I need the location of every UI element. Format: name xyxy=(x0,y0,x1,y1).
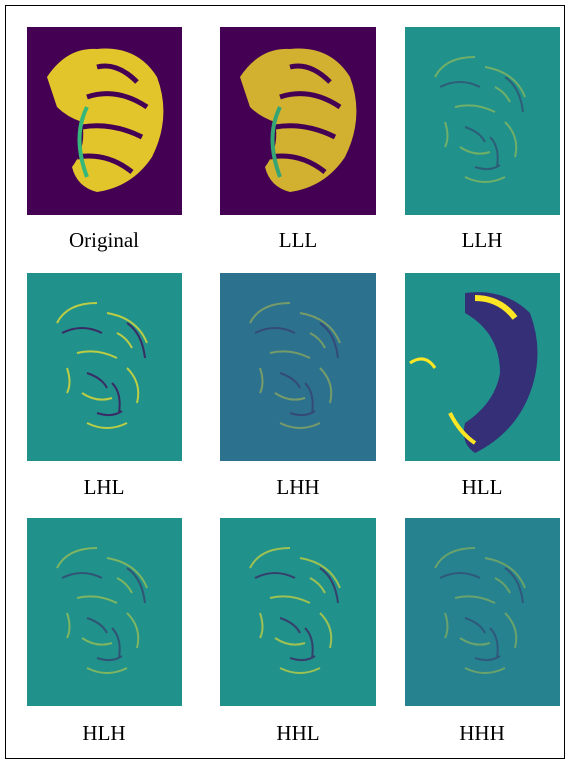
panel-label: LLL xyxy=(279,228,317,252)
panel-label: LHL xyxy=(84,475,125,499)
panel-label: LHH xyxy=(276,475,319,499)
panel-label: LLH xyxy=(462,228,503,252)
image-panel xyxy=(220,27,376,215)
panel-label: HLL xyxy=(462,475,503,499)
panel-label: HHL xyxy=(276,721,319,745)
page: {"panels": [ {"label": "Original"}, {"la… xyxy=(0,0,570,764)
image-panel xyxy=(220,518,376,706)
image-panel xyxy=(405,518,560,706)
image-panel xyxy=(27,518,182,706)
image-panel xyxy=(220,273,376,461)
image-panel xyxy=(405,27,560,215)
figure: Original LLL LLH LHL LHH HLL HLH HHL HHH xyxy=(0,0,570,764)
image-panel xyxy=(27,273,182,461)
panel-label: HHH xyxy=(459,721,505,745)
image-panel xyxy=(405,273,560,461)
panel-label: HLH xyxy=(82,721,125,745)
image-panel xyxy=(27,27,182,215)
panel-label: Original xyxy=(69,228,139,252)
